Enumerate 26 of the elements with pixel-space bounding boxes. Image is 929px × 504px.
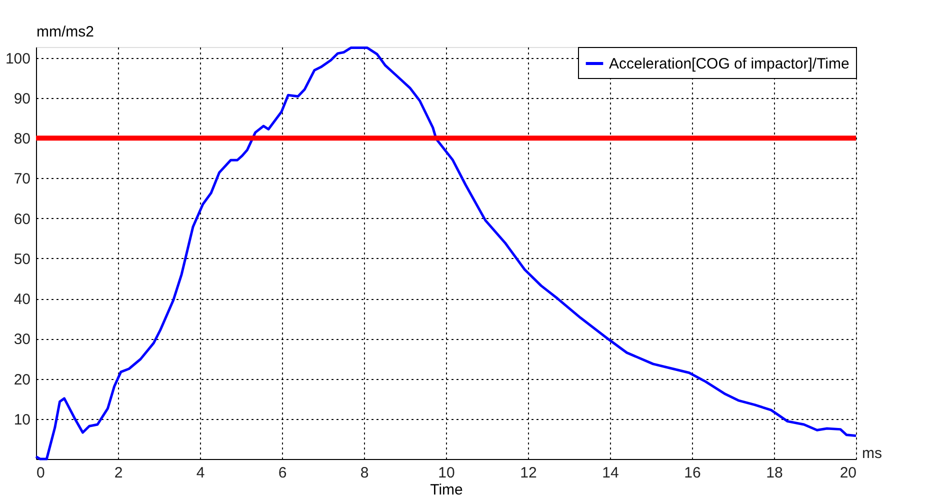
text: ms bbox=[862, 445, 882, 462]
x-tick-label: 6 bbox=[278, 464, 287, 482]
y-tick-label: 80 bbox=[14, 130, 30, 148]
legend-label: Acceleration[COG of impactor]/Time bbox=[609, 56, 850, 72]
line-series bbox=[34, 46, 858, 460]
x-tick-label: 8 bbox=[360, 464, 369, 482]
y-tick-label: 40 bbox=[14, 291, 30, 308]
x-tick-label: 2 bbox=[114, 464, 123, 482]
y-tick-label: 20 bbox=[14, 371, 30, 388]
x-tick-label: 20 bbox=[840, 464, 856, 482]
x-tick-label: 4 bbox=[196, 464, 205, 482]
x-tick-label: 12 bbox=[520, 464, 537, 482]
y-tick-label: 100 bbox=[5, 50, 30, 68]
x-tick-label: 0 bbox=[36, 464, 45, 482]
x-tick-label: 10 bbox=[438, 464, 455, 482]
y-tick-label: 50 bbox=[14, 250, 30, 268]
y-tick-label: 90 bbox=[14, 90, 30, 108]
y-axis-title: mm/ms2 bbox=[36, 24, 94, 40]
y-tick-label: 60 bbox=[14, 210, 30, 228]
x-axis-title: Time bbox=[430, 482, 463, 498]
y-tick-label: 70 bbox=[14, 170, 30, 188]
y-tick-label: 30 bbox=[14, 331, 30, 348]
x-tick-label: 14 bbox=[602, 464, 619, 482]
x-tick-label: 18 bbox=[766, 464, 783, 482]
x-tick-label: 16 bbox=[684, 464, 701, 482]
y-tick-label: 10 bbox=[14, 411, 30, 428]
